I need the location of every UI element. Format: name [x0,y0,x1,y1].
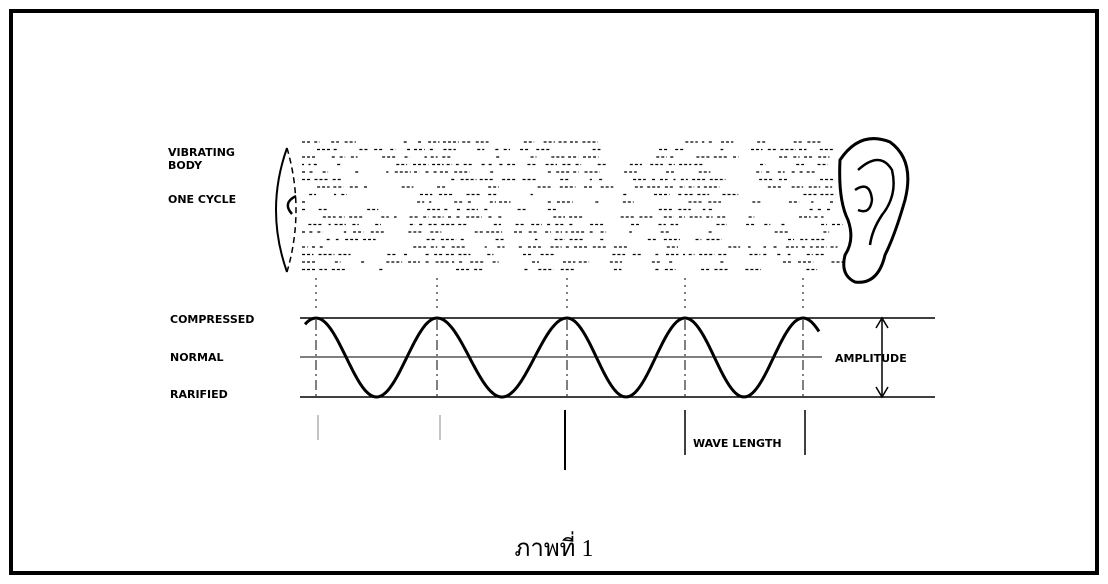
vibrating-body-right [286,147,297,273]
amplitude-arrowheads [875,316,889,399]
ear [838,137,910,284]
label: AMPLITUDE [835,352,907,365]
sine-wave [303,316,821,399]
frame [9,9,1099,575]
label: VIBRATING [168,146,235,159]
cycle-arrow [286,194,297,215]
caption: ภาพที่ 1 [515,531,594,562]
label: WAVE LENGTH [693,437,782,450]
label: RARIFIED [170,388,228,401]
guides [315,278,804,400]
vibrating-body-left [275,147,288,273]
ear-inner [854,158,895,246]
label: COMPRESSED [170,313,254,326]
label: ONE CYCLE [168,193,236,206]
sound-wave-particles [302,141,843,271]
label: NORMAL [170,351,224,364]
label: BODY [168,159,203,172]
